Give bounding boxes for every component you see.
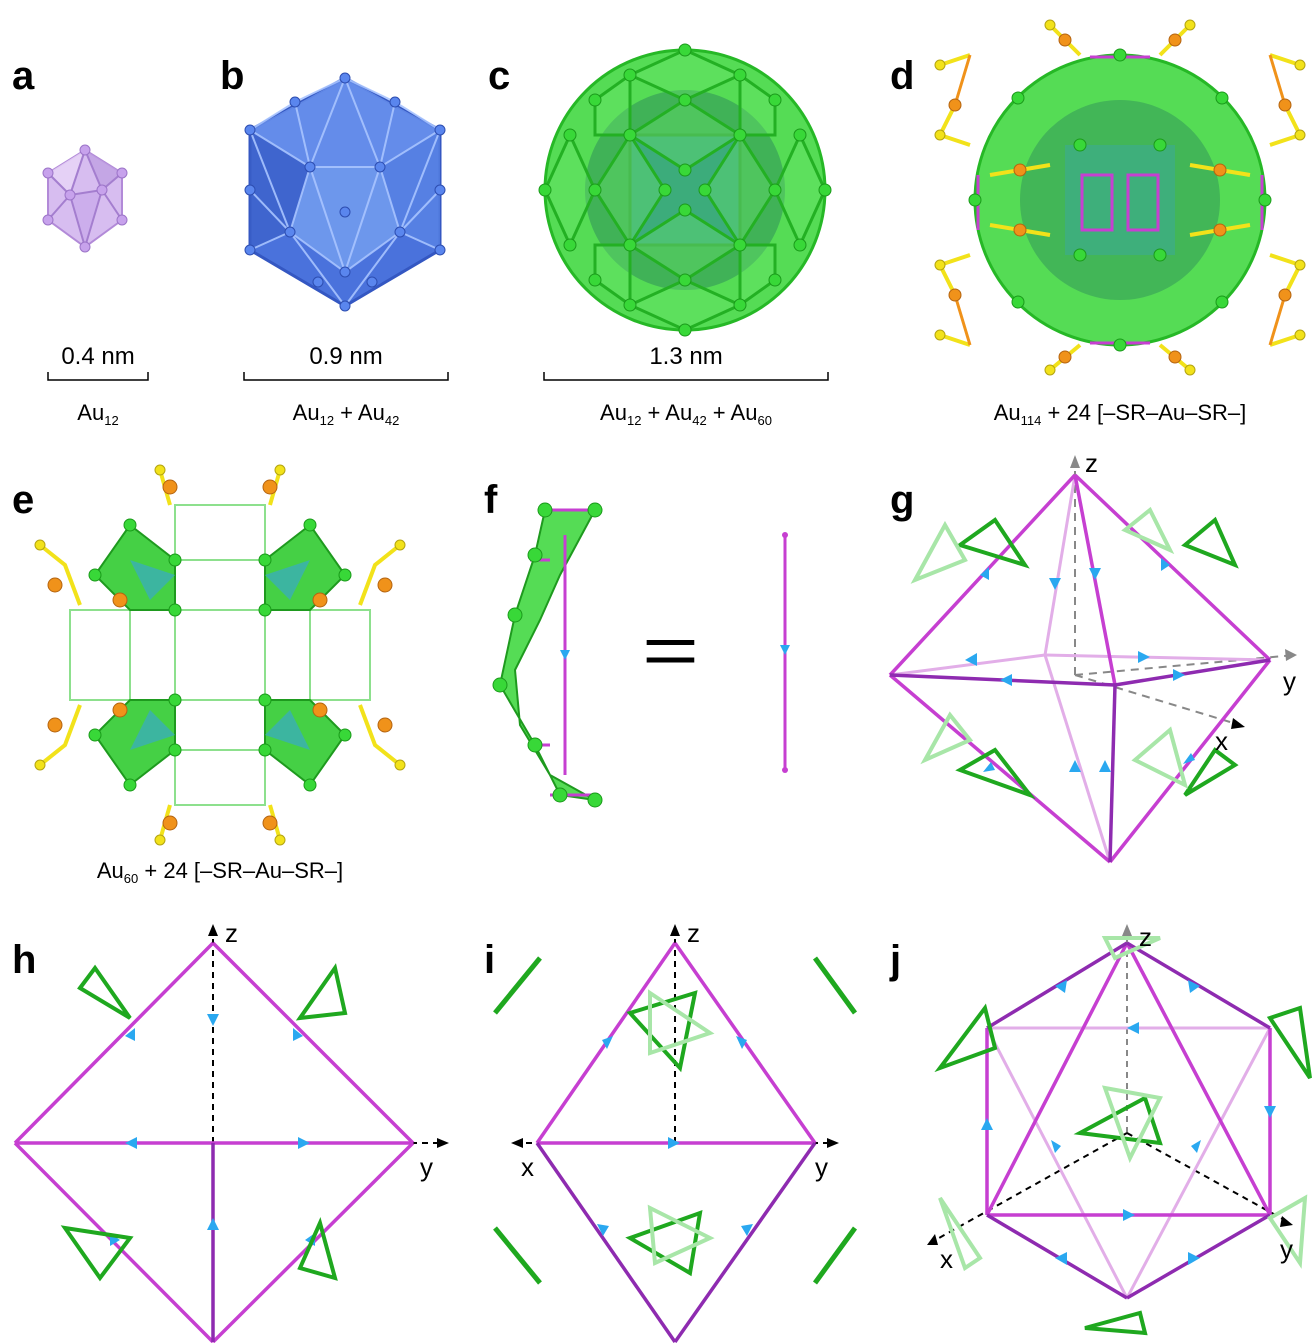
ribbon-edge-equivalence <box>492 502 790 808</box>
axis-y-label-i: y <box>815 1152 828 1182</box>
axis-z-label-g: z <box>1085 448 1098 478</box>
caption-b: Au12 + Au42 <box>292 400 400 428</box>
panel-label-c: c <box>488 54 511 98</box>
octahedron-projection-h: z y <box>13 918 449 1343</box>
axis-x-label-g: x <box>1215 726 1228 756</box>
caption-d: Au114 + 24 [–SR–Au–SR–] <box>993 400 1247 428</box>
panel-label-a: a <box>12 54 35 98</box>
au42-shell <box>244 72 446 312</box>
panel-label-g: g <box>890 478 915 522</box>
axis-y-label-h: y <box>420 1152 433 1182</box>
panel-label-i: i <box>484 938 496 982</box>
octahedron-projection-i: z y x <box>493 918 858 1343</box>
axis-y-label-j: y <box>1280 1234 1293 1264</box>
panel-label-e: e <box>12 478 35 522</box>
axis-z-label-i: z <box>687 918 700 948</box>
axis-y-label-g: y <box>1283 666 1296 696</box>
caption-c: Au12 + Au42 + Au60 <box>600 400 772 428</box>
au114-cluster <box>934 19 1306 376</box>
axis-x-label-i: x <box>521 1152 534 1182</box>
panel-label-f: f <box>484 478 498 522</box>
equals-sign: = <box>641 611 700 689</box>
axis-x-label-j: x <box>940 1244 953 1274</box>
caption-a: Au12 <box>77 400 119 428</box>
scale-bar-a <box>47 372 149 381</box>
panel-label-h: h <box>12 938 37 982</box>
panel-label-d: d <box>890 54 915 98</box>
scale-bar-b <box>243 372 449 381</box>
au12-icosahedron <box>42 144 128 253</box>
au60-shell <box>538 43 832 337</box>
scale-label-b: 0.9 nm <box>309 343 383 370</box>
scale-label-c: 1.3 nm <box>649 343 723 370</box>
octahedron-projection-j: z y x <box>927 922 1312 1336</box>
au60-staple-shell <box>34 464 406 846</box>
axis-z-label-h: z <box>225 918 238 948</box>
scale-bar-c <box>543 372 829 381</box>
scale-label-a: 0.4 nm <box>61 343 135 370</box>
panel-label-b: b <box>220 54 245 98</box>
panel-label-j: j <box>890 938 902 982</box>
octahedron-3d: z y x <box>888 448 1297 864</box>
caption-e: Au60 + 24 [–SR–Au–SR–] <box>96 858 344 886</box>
axis-z-label-j: z <box>1139 922 1152 952</box>
